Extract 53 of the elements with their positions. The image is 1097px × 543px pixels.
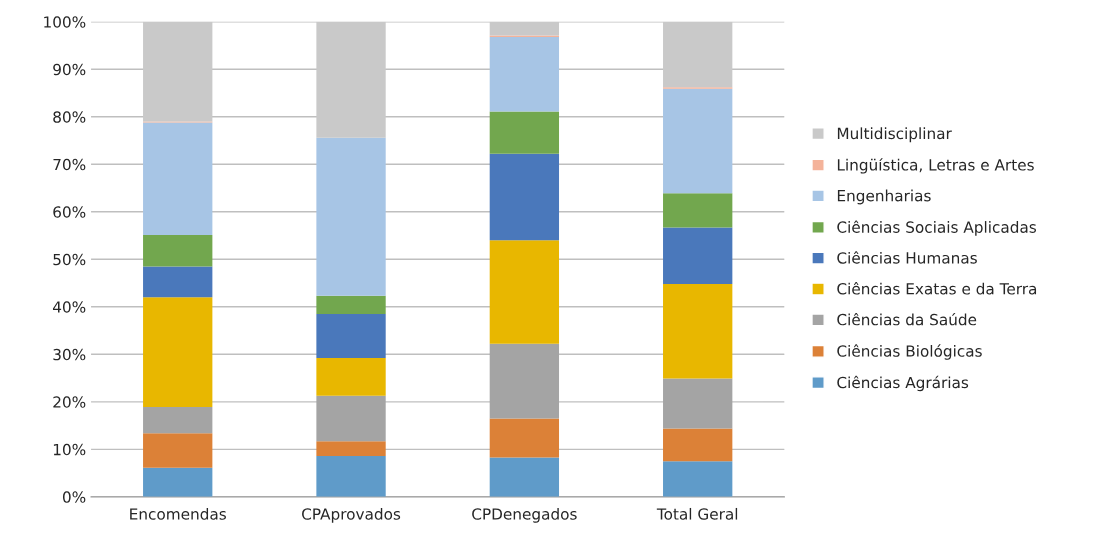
legend-label: Ciências Biológicas [837,344,982,360]
y-tick-label: 50% [53,253,86,266]
y-tick-label: 70% [53,158,86,171]
bar [663,378,733,429]
legend-label: Ciências Agrárias [837,375,969,392]
legend-label: Lingüística, Letras e Artes [837,158,1034,174]
legend-label: Ciências Humanas [837,251,977,264]
bar [143,122,213,236]
bar [489,36,560,112]
y-tick-label: 80% [53,111,86,123]
bar [489,111,560,154]
x-tick-label: CPAprovados [302,507,401,523]
bar [143,407,213,434]
bar [489,457,560,497]
y-tick-label: 10% [53,443,86,456]
legend-label: Engenharias [837,189,931,205]
bar [489,153,560,241]
y-tick-label: 100% [44,16,86,28]
y-tick-label: 40% [52,301,86,313]
bar [663,428,733,462]
bar [316,395,386,442]
legend-label: Ciências Sociais Aplicadas [837,220,1037,236]
bar [663,193,733,228]
bar [663,283,733,379]
y-tick-label: 0% [62,491,86,503]
bar [143,433,213,468]
bar [489,418,560,458]
legend-label: Multidisciplinar [837,127,952,143]
bar [489,343,560,419]
bar [143,235,213,267]
bar [316,313,386,359]
legend-label: Ciências Exatas e da Terra [837,282,1037,295]
bar [489,240,560,344]
y-tick-label: 90% [53,63,86,76]
x-tick-label: Encomendas [130,507,226,520]
bar [663,88,733,194]
bar [663,227,733,284]
bar [316,137,386,296]
bar [316,441,386,456]
x-tick-label: CPDenegados [472,507,577,523]
bar [143,266,213,298]
y-tick-label: 30% [53,348,86,361]
bar [316,295,386,314]
y-tick-label: 20% [53,396,86,408]
bar [316,358,386,396]
y-tick-label: 60% [53,206,86,218]
bar [316,455,386,497]
legend-label: Ciências da Saúde [837,312,977,326]
x-tick-label: Total Geral [656,507,738,520]
bar [143,467,213,497]
bar [143,297,213,408]
bar [489,21,560,36]
bar [663,461,733,497]
